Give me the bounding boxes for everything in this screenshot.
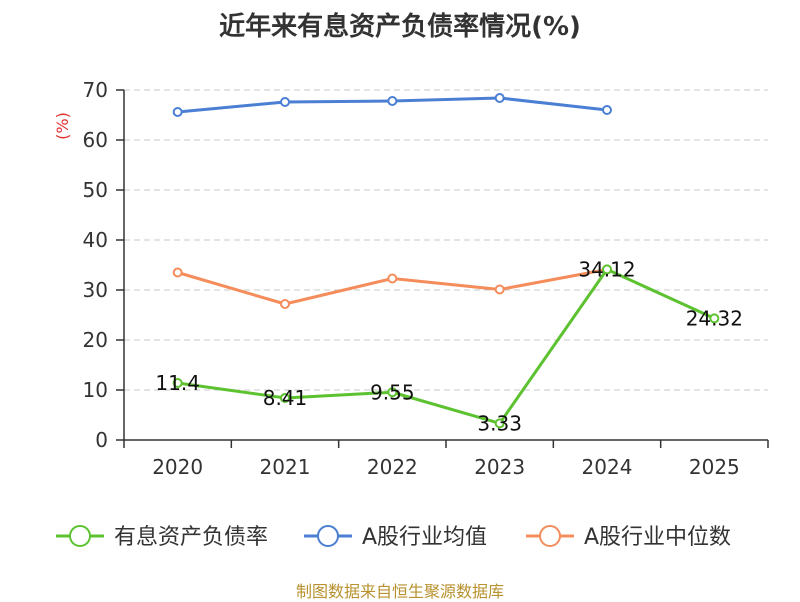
legend-item[interactable]: A股行业均值 <box>304 525 487 550</box>
x-tick-label: 2024 <box>582 455 633 479</box>
y-tick-label: 40 <box>83 228 108 252</box>
data-point <box>172 267 183 278</box>
data-point <box>280 392 290 403</box>
source-note: 制图数据来自恒生聚源数据库 <box>295 582 504 601</box>
data-point <box>602 105 612 115</box>
series-lines <box>172 93 720 429</box>
data-point <box>709 313 720 324</box>
data-point <box>494 418 505 429</box>
data-point <box>602 264 612 275</box>
data-point <box>387 387 398 398</box>
data-point <box>494 284 505 295</box>
chart-title: 近年来有息资产负债率情况(%) <box>219 12 581 42</box>
data-point <box>280 97 290 107</box>
x-tick-label: 2022 <box>367 455 418 479</box>
data-point <box>494 93 505 103</box>
data-label: 3.33 <box>477 411 522 435</box>
legend-label: A股行业中位数 <box>584 525 731 550</box>
data-labels: 11.4 8.41 9.55 3.33 34.12 24.32 <box>155 257 743 435</box>
data-label: 24.32 <box>686 306 743 330</box>
legend-item[interactable]: A股行业中位数 <box>526 525 731 550</box>
data-label: 8.41 <box>263 386 308 410</box>
data-point <box>172 107 183 117</box>
data-point <box>387 273 398 284</box>
y-tick-label: 20 <box>83 328 108 352</box>
data-label: 9.55 <box>370 380 415 404</box>
y-tick-label: 60 <box>83 128 108 152</box>
x-ticks: 2020 2021 2022 2023 2024 2025 <box>123 440 769 479</box>
x-tick-label: 2020 <box>152 455 203 479</box>
y-tick-label: 10 <box>83 378 108 402</box>
legend-marker <box>317 525 339 547</box>
data-point <box>172 378 183 388</box>
y-tick-label: 50 <box>83 178 108 202</box>
series-line <box>177 267 715 425</box>
y-ticks: 0 10 20 30 40 50 60 70 <box>83 78 124 452</box>
data-point <box>280 299 290 309</box>
y-tick-label: 0 <box>95 428 108 452</box>
grid-lines <box>124 89 768 391</box>
legend-label: A股行业均值 <box>362 525 487 550</box>
data-label: 34.12 <box>578 257 635 281</box>
y-tick-label: 30 <box>83 278 108 302</box>
legend[interactable]: 有息资产负债率 A股行业均值 A股行业中位数 <box>56 525 731 550</box>
x-tick-label: 2025 <box>689 455 740 479</box>
y-tick-label: 70 <box>83 78 108 102</box>
legend-marker <box>539 525 561 547</box>
legend-item[interactable]: 有息资产负债率 <box>56 525 268 550</box>
legend-label: 有息资产负债率 <box>114 525 268 550</box>
legend-marker <box>69 525 91 547</box>
x-tick-label: 2021 <box>260 455 311 479</box>
data-label: 11.4 <box>155 371 200 395</box>
y-axis-label: (%) <box>53 112 72 140</box>
data-point <box>387 96 398 106</box>
x-tick-label: 2023 <box>474 455 525 479</box>
